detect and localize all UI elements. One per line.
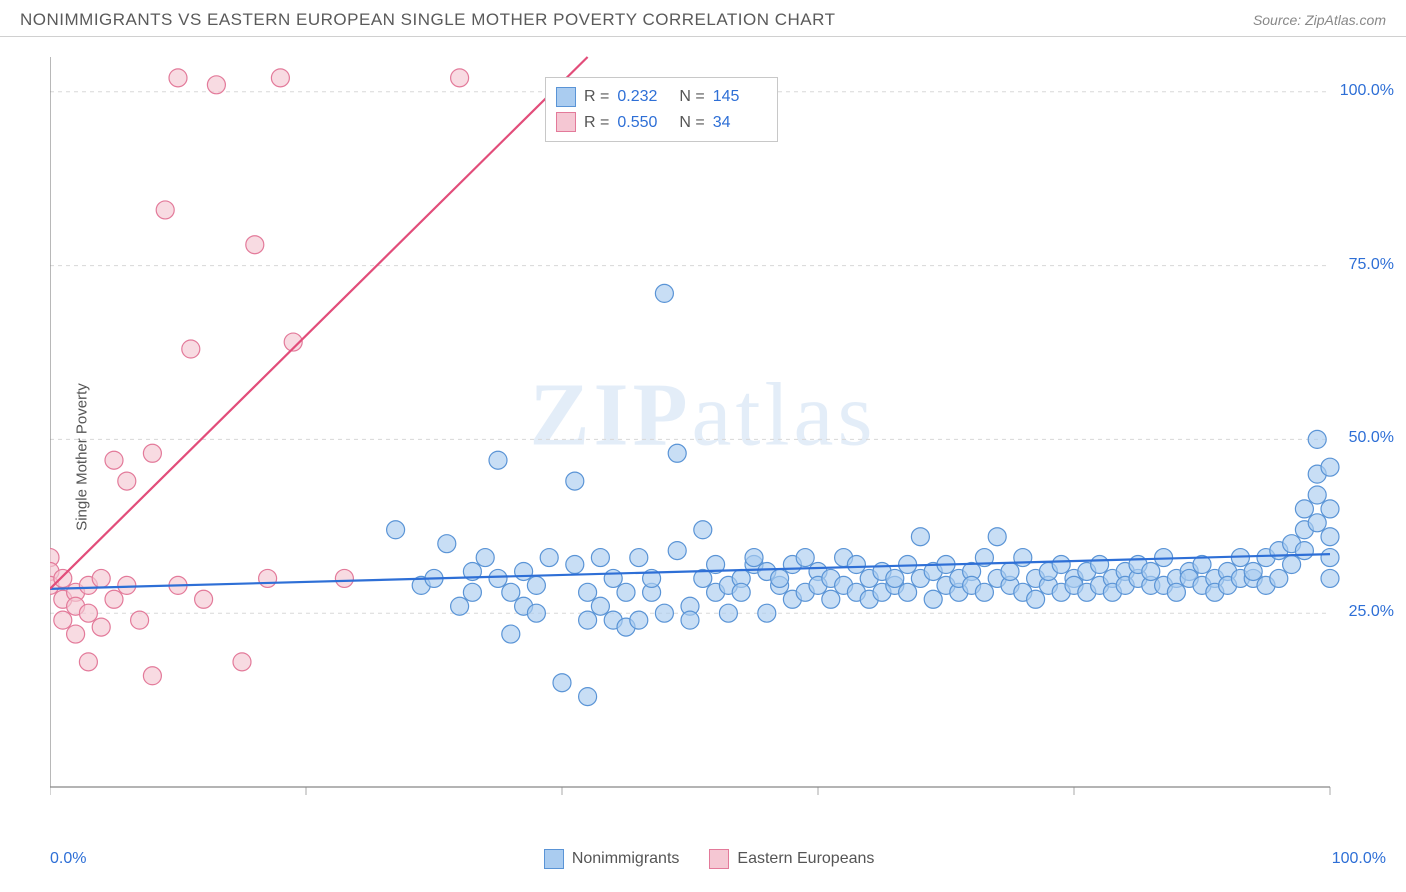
legend-swatch: [544, 849, 564, 869]
correlation-stats-box: R = 0.232 N = 145 R = 0.550 N = 34: [545, 77, 778, 142]
source-attribution: Source: ZipAtlas.com: [1253, 12, 1386, 28]
stats-r-label: R =: [584, 110, 609, 136]
stats-r-value: 0.232: [617, 84, 671, 110]
stats-n-label: N =: [679, 110, 704, 136]
stats-n-value: 34: [713, 110, 767, 136]
stats-r-value: 0.550: [617, 110, 671, 136]
stats-n-label: N =: [679, 84, 704, 110]
series-legend: Nonimmigrants Eastern Europeans: [544, 849, 875, 869]
x-axis-min: 0.0%: [50, 850, 86, 868]
scatter-plot: [50, 47, 1370, 817]
legend-item: Eastern Europeans: [709, 849, 874, 869]
legend-swatch: [709, 849, 729, 869]
stats-r-label: R =: [584, 84, 609, 110]
chart-header: NONIMMIGRANTS VS EASTERN EUROPEAN SINGLE…: [0, 0, 1406, 37]
stats-n-value: 145: [713, 84, 767, 110]
x-axis-max: 100.0%: [1332, 850, 1386, 868]
x-axis-legend: 0.0% Nonimmigrants Eastern Europeans 100.…: [50, 849, 1386, 869]
chart-title: NONIMMIGRANTS VS EASTERN EUROPEAN SINGLE…: [20, 10, 835, 30]
y-tick-label: 75.0%: [1349, 256, 1394, 274]
legend-label: Eastern Europeans: [737, 850, 874, 868]
series-swatch: [556, 112, 576, 132]
stats-row: R = 0.232 N = 145: [556, 84, 767, 110]
legend-label: Nonimmigrants: [572, 850, 680, 868]
y-tick-label: 100.0%: [1340, 82, 1394, 100]
series-swatch: [556, 87, 576, 107]
y-tick-label: 25.0%: [1349, 603, 1394, 621]
stats-row: R = 0.550 N = 34: [556, 110, 767, 136]
chart-area: Single Mother Poverty ZIPatlas R = 0.232…: [0, 37, 1406, 877]
y-tick-label: 50.0%: [1349, 429, 1394, 447]
legend-item: Nonimmigrants: [544, 849, 680, 869]
